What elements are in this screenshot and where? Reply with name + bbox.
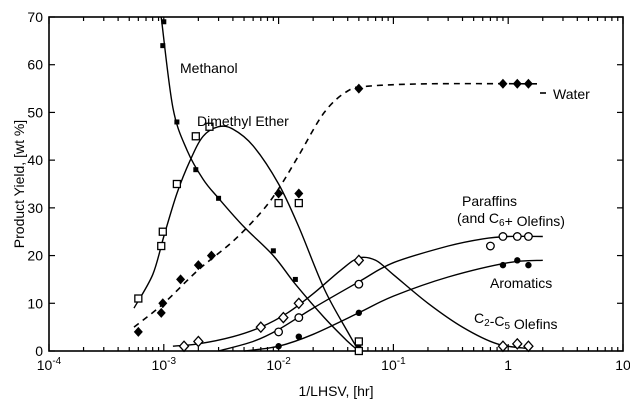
y-axis-label: Product Yield, [wt %] xyxy=(11,120,27,248)
y-tick-label: 40 xyxy=(27,152,43,168)
filled-circle-marker xyxy=(499,261,507,269)
water-label: Water xyxy=(553,86,590,102)
small-square-marker xyxy=(292,276,298,282)
small-square-marker xyxy=(356,343,362,349)
y-tick-label: 60 xyxy=(27,57,43,73)
x-tick-label: 10 xyxy=(615,357,630,373)
open-diamond-marker xyxy=(353,254,365,267)
y-tick-label: 0 xyxy=(35,343,43,359)
open-square-marker xyxy=(294,198,303,208)
open-circle-marker xyxy=(485,241,495,251)
open-circle-marker xyxy=(523,232,533,241)
methanol-curve xyxy=(160,16,360,352)
c2-c5-olefins-curve xyxy=(172,256,529,350)
open-diamond-marker xyxy=(277,311,289,324)
open-circle-marker xyxy=(498,232,508,241)
axes-frame: 0 10 20 30 40 50 60 70 10-4 10-3 10-2 10-1 1 10 xyxy=(27,9,630,373)
x-axis-label: 1/LHSV, [hr] xyxy=(299,383,374,399)
filled-diamond-marker xyxy=(206,250,216,261)
filled-diamond-marker xyxy=(274,188,284,199)
dimethyl-ether-label: Dimethyl Ether xyxy=(197,113,289,129)
open-square-marker xyxy=(191,132,200,141)
filled-diamond-marker xyxy=(133,326,143,337)
x-tick-label: 10-1 xyxy=(381,356,406,373)
methanol-label: Methanol xyxy=(180,60,238,76)
open-circle-marker xyxy=(354,279,364,289)
open-diamond-marker xyxy=(192,335,204,348)
filled-diamond-marker xyxy=(158,298,168,309)
filled-circle-marker xyxy=(355,309,363,317)
filled-circle-marker xyxy=(525,261,532,269)
open-diamond-marker xyxy=(255,321,267,334)
filled-diamond-marker xyxy=(523,78,533,89)
open-diamond-marker xyxy=(511,337,523,350)
open-diamond-marker xyxy=(497,340,509,353)
x-tick-label: 10-2 xyxy=(266,356,291,373)
c2-c5-olefins-label: C2-C5 Olefins xyxy=(474,310,558,332)
open-square-marker xyxy=(274,198,283,208)
filled-diamond-marker xyxy=(354,83,364,94)
filled-diamond-marker xyxy=(156,307,166,318)
filled-diamond-marker xyxy=(176,274,186,285)
x-tick-label: 10-4 xyxy=(37,356,62,373)
open-diamond-marker xyxy=(178,340,190,353)
y-tick-label: 50 xyxy=(27,104,43,120)
open-square-marker xyxy=(158,227,167,236)
paraffins-and-c6-olefins-label: Paraffins xyxy=(462,193,517,209)
marker-layer xyxy=(133,19,534,356)
small-square-marker xyxy=(160,43,166,49)
y-tick-label: 30 xyxy=(27,200,43,216)
open-diamond-marker xyxy=(523,340,534,353)
filled-diamond-marker xyxy=(193,260,203,271)
y-tick-label: 70 xyxy=(27,9,43,25)
x-tick-label: 1 xyxy=(504,357,512,373)
filled-diamond-marker xyxy=(294,188,304,199)
filled-diamond-marker xyxy=(498,78,508,89)
open-square-marker xyxy=(172,179,182,189)
y-tick-label: 20 xyxy=(27,248,43,264)
plot-frame xyxy=(48,16,624,352)
open-circle-marker xyxy=(294,313,304,323)
open-square-marker xyxy=(157,241,166,251)
paraffins-and-c6-olefins-label: (and C6+ Olefins) xyxy=(457,210,565,229)
filled-diamond-marker xyxy=(512,78,522,89)
open-circle-marker xyxy=(274,327,284,337)
paraffins-and-c6-olefins-curve xyxy=(218,235,543,352)
dimethyl-ether-curve xyxy=(133,125,360,352)
small-square-marker xyxy=(193,167,199,173)
small-square-marker xyxy=(216,195,222,201)
filled-circle-marker xyxy=(514,257,521,264)
open-circle-marker xyxy=(512,232,522,241)
small-square-marker xyxy=(161,19,167,25)
aromatics-label: Aromatics xyxy=(490,275,552,291)
open-square-marker xyxy=(354,337,363,346)
open-square-marker xyxy=(354,346,363,356)
x-tick-label: 10-3 xyxy=(152,356,177,373)
small-square-marker xyxy=(174,119,180,125)
y-tick-label: 10 xyxy=(27,295,43,311)
filled-circle-marker xyxy=(295,333,303,340)
open-square-marker xyxy=(134,294,143,303)
small-square-marker xyxy=(270,248,276,254)
open-diamond-marker xyxy=(293,297,305,310)
filled-circle-marker xyxy=(275,343,282,350)
label-layer: Methanol Dimethyl Ether Water Paraffins(and… xyxy=(180,60,590,332)
open-square-marker xyxy=(205,122,214,131)
